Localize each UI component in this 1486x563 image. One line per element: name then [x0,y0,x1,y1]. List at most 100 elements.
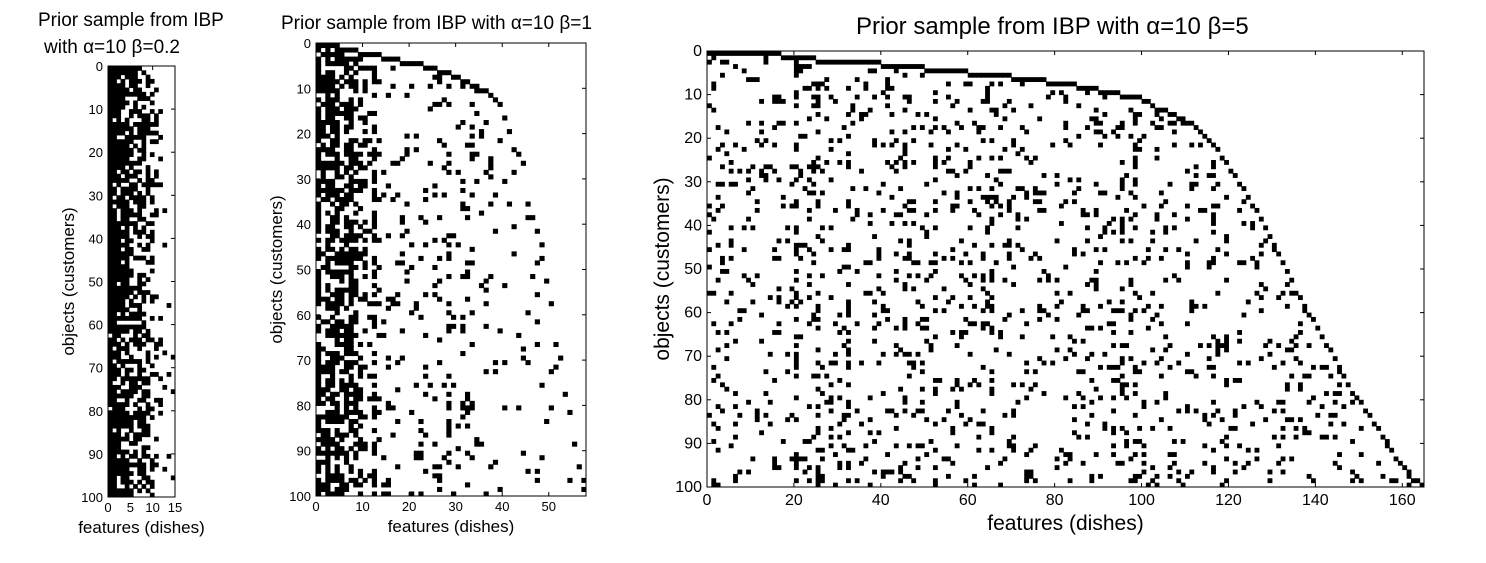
chart1-xlabel: features (dishes) [78,518,205,537]
chart3-cell [906,251,912,257]
chart2-cell [371,151,378,157]
chart3-cell [1015,212,1021,218]
chart3-cell [1337,391,1342,396]
chart3-cell [941,255,947,261]
chart3-cell [1028,447,1034,453]
chart1-cell [145,380,151,386]
chart1-cell [120,152,126,158]
chart1-cell [116,221,122,226]
chart2-cell [446,405,452,411]
chart3-cell [1158,116,1164,122]
chart1-cell [116,83,122,89]
chart3-cell [854,94,860,100]
chart3-xlabel: features (dishes) [987,512,1143,535]
chart3-cell [1037,277,1043,283]
chart3-cell [846,430,851,436]
chart2-cell [525,360,531,366]
chart3-cell [1319,334,1325,340]
chart3-cell [733,391,738,396]
chart2-cell [334,274,340,280]
chart3-cell [1280,408,1286,414]
chart2-cell [339,251,345,257]
chart3-cell [1258,251,1264,257]
chart2-cell [427,65,433,71]
chart2-cell [353,283,359,289]
chart2-cell [418,215,424,221]
chart3-cell [1006,168,1012,174]
chart1-cell [112,290,117,295]
chart3-cell [1167,364,1173,370]
chart3-cell [1332,434,1338,440]
chart3-cell [1215,203,1221,209]
chart3-cell [985,94,990,100]
chart3-cell [759,338,764,344]
chart3-cell [1263,238,1269,244]
chart1-cell [112,78,117,84]
chart2-cell [329,351,336,357]
chart2-cell [325,110,331,116]
chart2-cell [371,224,378,230]
chart1-cell [158,109,163,114]
chart2-cell [371,52,378,58]
chart3-cell [1067,452,1073,457]
chart3-cell [859,59,864,65]
chart2-cell [562,391,568,397]
chart2-cell [502,115,508,121]
chart1-cell [137,436,142,442]
chart2-cell [316,47,322,53]
chart3-cell [772,247,778,253]
chart3-cell [932,269,938,274]
chart1-cell [145,393,151,399]
chart2-cell [371,65,378,71]
chart3-cell [976,72,982,78]
chart1-cell [137,229,142,235]
chart3-cell [906,360,912,366]
chart3-ytick-label: 70 [684,348,702,365]
chart1-cell [120,449,126,455]
chart3-cell [985,173,990,178]
chart3-cell [902,395,908,401]
chart3-cell [1211,373,1216,379]
chart2-cell [362,138,368,144]
chart2-cell [357,491,364,497]
chart3-cell [824,77,830,83]
chart1-cell [116,423,122,429]
chart2-cell [446,255,452,261]
chart3-cell [972,120,977,126]
chart3-cell [967,321,973,327]
chart3-cell [1319,364,1325,370]
chart3-cell [1145,325,1151,331]
chart3-cell [911,260,917,266]
chart2-cell [362,120,368,126]
chart2-cell [567,477,573,483]
chart1-cell [108,152,113,158]
chart3-cell [1415,478,1421,484]
chart2-cell [427,160,433,166]
chart3-cell [989,72,995,78]
chart3-cell [985,194,990,200]
chart1-ytick-label: 20 [89,145,103,160]
chart3-cell [985,85,990,91]
chart1-cell [120,328,126,334]
chart2-cell [343,351,350,357]
chart2-cell [423,432,429,438]
chart3-xtick-label: 20 [785,492,803,509]
chart1-cell [124,436,130,442]
chart3-cell [954,120,960,126]
chart1-cell [116,178,122,183]
chart2-cell [316,83,322,89]
chart1-cell [108,298,113,304]
chart1-cell [112,169,117,175]
chart2-cell [353,418,359,425]
chart3-cell [1080,251,1086,257]
chart1-cell [128,182,134,188]
chart3-cell [1119,177,1125,183]
chart3-cell [915,64,921,69]
chart1-cell [133,212,138,218]
chart2-cell [404,61,410,67]
chart3-cell [746,216,751,222]
chart3-cell [902,151,908,157]
chart1-cell [145,178,151,183]
chart1-cell [133,169,138,175]
chart3-cell [715,277,721,283]
